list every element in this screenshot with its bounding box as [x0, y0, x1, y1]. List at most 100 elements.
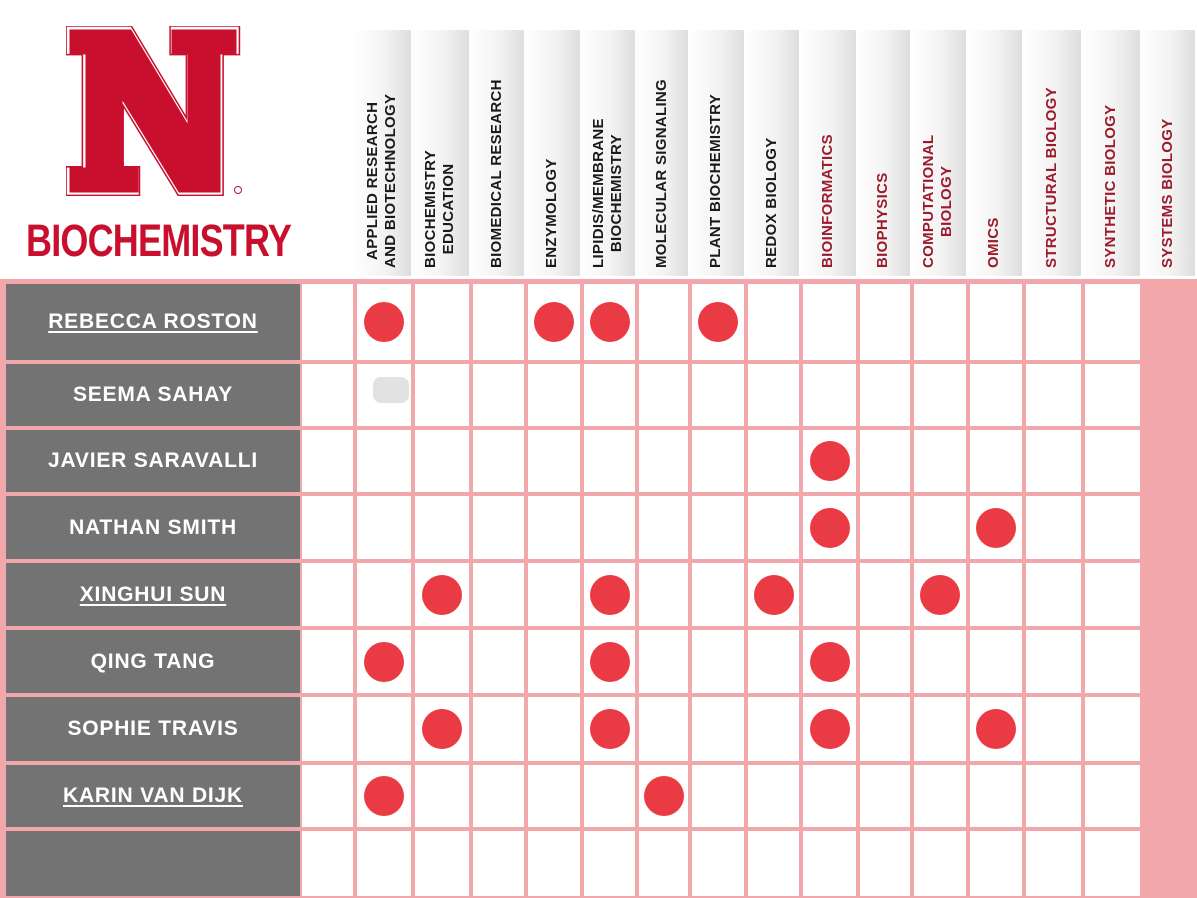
row-name-empty — [6, 831, 300, 896]
grid-cell — [357, 430, 411, 492]
grid-cell — [415, 364, 469, 426]
row-name-xinghui-sun[interactable]: XINGHUI SUN — [6, 563, 300, 626]
grid-cell — [415, 496, 469, 559]
expertise-dot — [364, 776, 404, 816]
column-header-redox-biology: REDOX BIOLOGY — [744, 30, 799, 276]
column-header-applied-research-and-biotechnology: APPLIED RESEARCH AND BIOTECHNOLOGY — [353, 30, 411, 276]
grid-cell — [860, 831, 910, 896]
grid-cell — [692, 630, 744, 693]
column-label: SYNTHETIC BIOLOGY — [1101, 104, 1119, 268]
grid-cell — [1085, 364, 1140, 426]
expertise-dot — [698, 302, 738, 342]
grid-cell — [584, 364, 635, 426]
grid-cell — [1085, 284, 1140, 360]
grid-cell — [803, 831, 856, 896]
grid-cell — [415, 831, 469, 896]
grid-cell — [473, 496, 524, 559]
column-label: SYSTEMS BIOLOGY — [1158, 118, 1176, 268]
row-name-nathan-smith: NATHAN SMITH — [6, 496, 300, 559]
column-header-computational-biology: COMPUTATIONAL BIOLOGY — [910, 30, 966, 276]
expertise-dot — [534, 302, 574, 342]
grid-cell — [1085, 430, 1140, 492]
row-name-text: SOPHIE TRAVIS — [67, 717, 239, 740]
row-name-text: SEEMA SAHAY — [72, 383, 234, 406]
grid-cell — [1085, 563, 1140, 626]
expertise-dot — [809, 709, 850, 749]
column-label: BIOINFORMATICS — [818, 134, 836, 268]
grid-cell — [357, 563, 411, 626]
column-header-biophysics: BIOPHYSICS — [856, 30, 910, 276]
grid-cell — [528, 563, 580, 626]
column-label: BIOMEDICAL RESEARCH — [487, 79, 505, 268]
expertise-dot — [422, 574, 462, 615]
grid-cell — [528, 630, 580, 693]
column-header-enzymology: ENZYMOLOGY — [524, 30, 580, 276]
grid-cell — [914, 284, 966, 360]
grid-cell — [860, 765, 910, 827]
grid-cell — [302, 430, 353, 492]
row-name-seema-sahay: SEEMA SAHAY — [6, 364, 300, 426]
grid-cell — [1026, 364, 1081, 426]
grid-cell — [692, 430, 744, 492]
row-name-text[interactable]: XINGHUI SUN — [79, 582, 227, 606]
grid-cell — [639, 364, 688, 426]
grid-cell — [584, 430, 635, 492]
column-header-row: APPLIED RESEARCH AND BIOTECHNOLOGY BIOCHEM… — [0, 0, 1197, 282]
grid-cell — [692, 563, 744, 626]
grid-cell — [914, 364, 966, 426]
grid-cell — [748, 697, 799, 761]
expertise-grid: REBECCA ROSTON SEEMA SAHAY JAVIER SARAVALL… — [0, 279, 1197, 898]
column-label: LIPIDIS/MEMBRANE BIOCHEMISTRY — [589, 118, 625, 268]
expertise-dot — [809, 441, 850, 481]
grid-cell — [639, 630, 688, 693]
column-header-plant-biochemistry: PLANT BIOCHEMISTRY — [688, 30, 744, 276]
grid-cell — [1026, 284, 1081, 360]
grid-cell — [528, 831, 580, 896]
grid-cell — [1026, 563, 1081, 626]
grid-cell — [1026, 831, 1081, 896]
row-name-rebecca-roston[interactable]: REBECCA ROSTON — [6, 284, 300, 360]
grid-cell — [415, 284, 469, 360]
grid-cell — [473, 630, 524, 693]
grid-cell — [473, 284, 524, 360]
column-label: ENZYMOLOGY — [543, 158, 561, 268]
column-header-lipidis-membrane-biochemistry: LIPIDIS/MEMBRANE BIOCHEMISTRY — [580, 30, 635, 276]
row-name-karin-van-dijk[interactable]: KARIN VAN DIJK — [6, 765, 300, 827]
grid-cell — [528, 765, 580, 827]
column-label: APPLIED RESEARCH AND BIOTECHNOLOGY — [364, 93, 399, 268]
grid-cell — [639, 430, 688, 492]
expertise-dot — [809, 507, 850, 548]
grid-cell — [970, 364, 1022, 426]
column-label: PLANT BIOCHEMISTRY — [707, 93, 725, 268]
grid-cell — [584, 496, 635, 559]
grid-cell — [914, 765, 966, 827]
column-header-omics: OMICS — [966, 30, 1022, 276]
grid-cell — [803, 364, 856, 426]
grid-cell — [528, 697, 580, 761]
grid-cell — [302, 765, 353, 827]
grid-cell — [1085, 630, 1140, 693]
grid-cell — [1085, 496, 1140, 559]
grid-cell — [639, 697, 688, 761]
grid-cell — [692, 496, 744, 559]
grid-cell — [473, 765, 524, 827]
grid-cell — [970, 430, 1022, 492]
grid-cell — [302, 563, 353, 626]
grid-cell — [803, 563, 856, 626]
grid-cell — [302, 496, 353, 559]
grid-cell — [302, 364, 353, 426]
grid-cell — [860, 430, 910, 492]
grid-cell — [748, 284, 799, 360]
expertise-dot — [589, 709, 630, 749]
row-name-text[interactable]: KARIN VAN DIJK — [63, 784, 243, 807]
grid-cell — [803, 284, 856, 360]
column-header-synthetic-biology: SYNTHETIC BIOLOGY — [1081, 30, 1140, 276]
column-label: STRUCTURAL BIOLOGY — [1042, 87, 1060, 268]
grid-cell — [584, 765, 635, 827]
grid-cell — [970, 630, 1022, 693]
grid-cell — [528, 430, 580, 492]
column-label: MOLECULAR SIGNALING — [652, 78, 670, 268]
grid-cell — [357, 697, 411, 761]
row-name-text[interactable]: REBECCA ROSTON — [48, 310, 258, 333]
grid-cell — [748, 765, 799, 827]
